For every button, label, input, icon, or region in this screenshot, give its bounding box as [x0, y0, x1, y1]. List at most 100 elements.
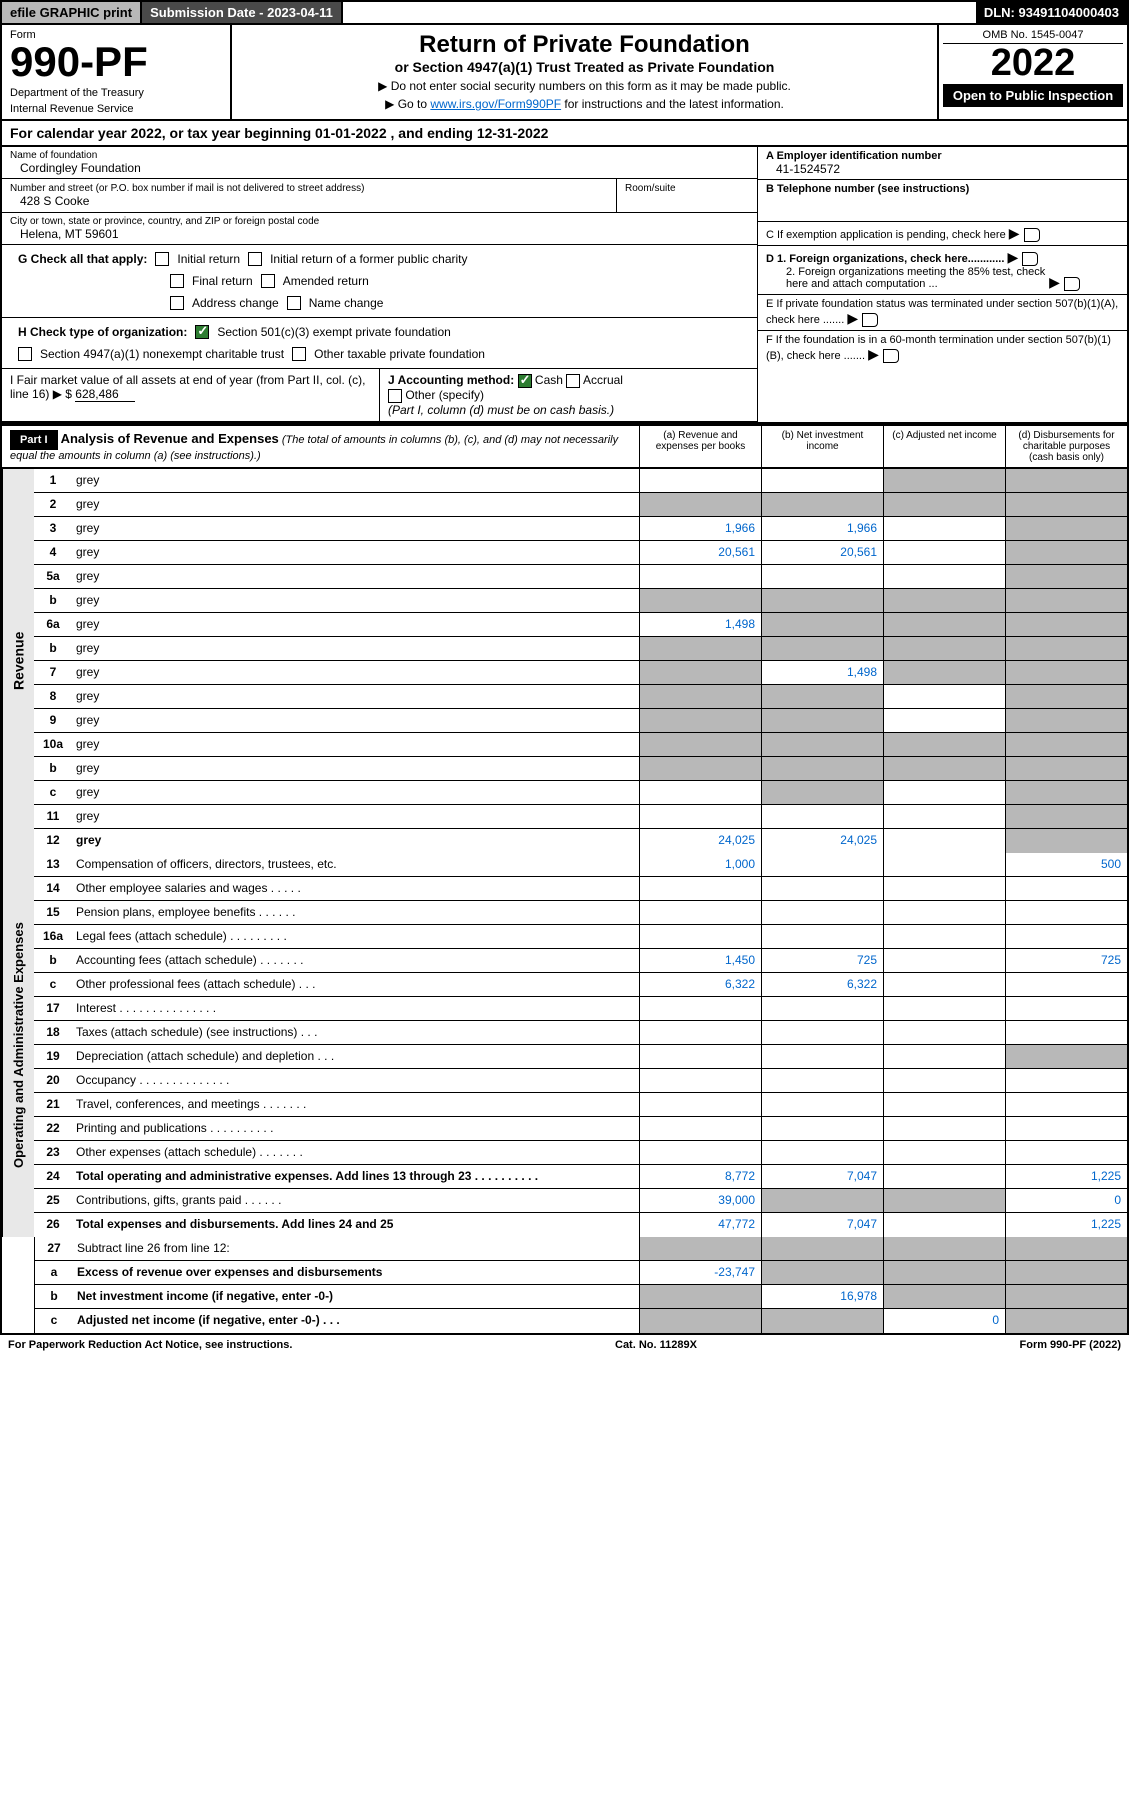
cell-c	[883, 1213, 1005, 1237]
b-label: B Telephone number (see instructions)	[766, 183, 969, 195]
room-cell: Room/suite	[617, 179, 757, 213]
cash-checkbox[interactable]	[518, 374, 532, 388]
other-taxable-checkbox[interactable]	[292, 347, 306, 361]
row-description: Other employee salaries and wages . . . …	[72, 877, 639, 900]
row-number: 21	[34, 1093, 72, 1116]
row-description: Pension plans, employee benefits . . . .…	[72, 901, 639, 924]
footer-mid: Cat. No. 11289X	[615, 1339, 697, 1351]
f-checkbox[interactable]	[883, 349, 899, 363]
g-opt-4: Address change	[192, 296, 279, 310]
d2-label: 2. Foreign organizations meeting the 85%…	[766, 266, 1046, 290]
cell-d	[1005, 613, 1127, 636]
4947-checkbox[interactable]	[18, 347, 32, 361]
c-checkbox[interactable]	[1024, 228, 1040, 242]
cell-dd: 1,225	[1005, 1165, 1127, 1188]
row-description: grey	[72, 541, 639, 564]
table-row: 26Total expenses and disbursements. Add …	[34, 1213, 1127, 1237]
initial-return-checkbox[interactable]	[155, 252, 169, 266]
row-description: grey	[72, 613, 639, 636]
form990pf-link[interactable]: www.irs.gov/Form990PF	[430, 97, 561, 111]
row-number: 17	[34, 997, 72, 1020]
table-row: 19Depreciation (attach schedule) and dep…	[34, 1045, 1127, 1069]
table-row: 20Occupancy . . . . . . . . . . . . . .	[34, 1069, 1127, 1093]
row-number: 26	[34, 1213, 72, 1237]
cell-a	[639, 733, 761, 756]
table-row: 18Taxes (attach schedule) (see instructi…	[34, 1021, 1127, 1045]
cell-dd	[1005, 877, 1127, 900]
table-row: bgrey	[34, 637, 1127, 661]
cell-b: 725	[761, 949, 883, 972]
cell-c	[883, 709, 1005, 732]
c-label: C If exemption application is pending, c…	[766, 229, 1006, 241]
row-number: 9	[34, 709, 72, 732]
cell-d	[1005, 685, 1127, 708]
cell-d	[1005, 661, 1127, 684]
table-row: 14Other employee salaries and wages . . …	[34, 877, 1127, 901]
accrual-checkbox[interactable]	[566, 374, 580, 388]
i-cell: I Fair market value of all assets at end…	[2, 369, 380, 422]
cell-b	[761, 1309, 883, 1333]
row-description: grey	[72, 757, 639, 780]
h-label: H Check type of organization:	[18, 325, 187, 339]
cell-a	[639, 757, 761, 780]
efile-button[interactable]: efile GRAPHIC print	[2, 2, 142, 23]
cell-dd	[1005, 1285, 1127, 1308]
cell-c	[883, 661, 1005, 684]
table-row: cgrey	[34, 781, 1127, 805]
cell-c	[883, 901, 1005, 924]
cell-d	[1005, 781, 1127, 804]
other-method-checkbox[interactable]	[388, 389, 402, 403]
501c3-checkbox[interactable]	[195, 325, 209, 339]
cell-dd: 500	[1005, 853, 1127, 876]
row-number: 11	[34, 805, 72, 828]
cell-dd	[1005, 901, 1127, 924]
amended-return-checkbox[interactable]	[261, 274, 275, 288]
final-return-checkbox[interactable]	[170, 274, 184, 288]
cell-b	[761, 565, 883, 588]
j-other: Other (specify)	[405, 388, 484, 402]
cell-a	[639, 685, 761, 708]
footer-left: For Paperwork Reduction Act Notice, see …	[8, 1339, 292, 1351]
d1-checkbox[interactable]	[1022, 252, 1038, 266]
e-checkbox[interactable]	[862, 313, 878, 327]
cell-a	[639, 565, 761, 588]
note2-pre: ▶ Go to	[385, 97, 430, 111]
row-description: grey	[72, 805, 639, 828]
cell-a: 24,025	[639, 829, 761, 853]
cell-b	[761, 877, 883, 900]
cell-b	[761, 685, 883, 708]
d2-checkbox[interactable]	[1064, 277, 1080, 291]
row-description: Subtract line 26 from line 12:	[73, 1237, 639, 1260]
name-change-checkbox[interactable]	[287, 296, 301, 310]
j-label: J Accounting method:	[388, 373, 514, 387]
address-change-checkbox[interactable]	[170, 296, 184, 310]
initial-former-checkbox[interactable]	[248, 252, 262, 266]
table-row: bgrey	[34, 757, 1127, 781]
cell-dd	[1005, 1141, 1127, 1164]
row-number: b	[34, 757, 72, 780]
cell-a	[639, 1021, 761, 1044]
cell-b	[761, 1069, 883, 1092]
table-row: 23Other expenses (attach schedule) . . .…	[34, 1141, 1127, 1165]
f-cell: F If the foundation is in a 60-month ter…	[758, 331, 1127, 366]
cell-dd	[1005, 1261, 1127, 1284]
bottom-rows: 27Subtract line 26 from line 12:aExcess …	[34, 1237, 1127, 1333]
ein: 41-1524572	[766, 162, 1119, 176]
department: Department of the Treasury	[10, 87, 222, 99]
row-description: Legal fees (attach schedule) . . . . . .…	[72, 925, 639, 948]
cell-b	[761, 925, 883, 948]
row-description: grey	[72, 685, 639, 708]
i-label: I Fair market value of all assets at end…	[10, 373, 365, 387]
form-subtitle: or Section 4947(a)(1) Trust Treated as P…	[242, 59, 927, 75]
j-cash: Cash	[535, 373, 563, 387]
cell-a: 8,772	[639, 1165, 761, 1188]
row-description: Other professional fees (attach schedule…	[72, 973, 639, 996]
cell-c	[883, 805, 1005, 828]
row-description: Excess of revenue over expenses and disb…	[73, 1261, 639, 1284]
table-row: 15Pension plans, employee benefits . . .…	[34, 901, 1127, 925]
table-row: 25Contributions, gifts, grants paid . . …	[34, 1189, 1127, 1213]
cell-d	[1005, 709, 1127, 732]
d1-label: D 1. Foreign organizations, check here..…	[766, 253, 1004, 265]
e-cell: E If private foundation status was termi…	[758, 295, 1127, 331]
table-row: 13Compensation of officers, directors, t…	[34, 853, 1127, 877]
